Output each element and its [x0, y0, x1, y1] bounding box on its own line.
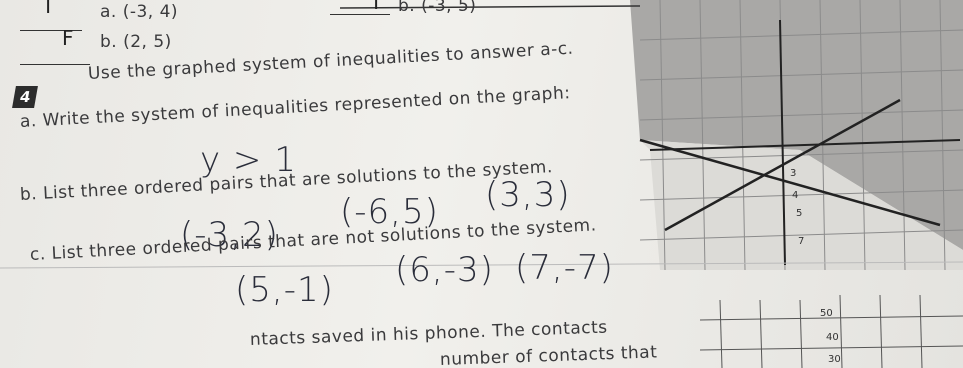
answer-blank [20, 44, 90, 65]
lower-grid [699, 294, 963, 368]
problem-number: 4 [12, 86, 39, 108]
graph-label: 5 [796, 208, 803, 219]
handwritten-answer: T [42, 0, 55, 18]
handwritten-answer: (6,-3) [395, 250, 494, 290]
handwritten-answer: (3,3) [485, 175, 571, 215]
handwritten-answer: y > 1 [200, 140, 297, 180]
grid-label: 40 [826, 332, 839, 343]
answer-blank [330, 0, 390, 15]
handwritten-answer: (-6,5) [340, 192, 439, 232]
item-text: a. (-3, 4) [100, 2, 179, 22]
item-text: b. (2, 5) [100, 32, 172, 52]
handwritten-answer: (5,-1) [235, 270, 334, 310]
graph-label: 7 [798, 236, 805, 247]
grid-label: 30 [828, 354, 841, 365]
boundary-line [664, 98, 901, 232]
graph-grid [639, 0, 963, 271]
handwritten-answer: T [370, 0, 383, 14]
blank-line [339, 5, 641, 9]
y-axis [779, 19, 786, 266]
boundary-line [639, 138, 941, 227]
handwritten-answer: (7,-7) [515, 248, 614, 288]
answer-blank [20, 10, 82, 31]
graph-label: 4 [792, 190, 799, 201]
grid-label: 50 [820, 308, 833, 319]
shaded-region [630, 0, 963, 250]
page-rule [0, 261, 963, 269]
item-text: b. (-3, 5) [398, 0, 477, 16]
handwritten-answer: F [62, 26, 74, 50]
x-axis [649, 139, 961, 151]
graph-label: 3 [790, 168, 797, 179]
handwritten-answer: (-3,2) [180, 215, 279, 255]
